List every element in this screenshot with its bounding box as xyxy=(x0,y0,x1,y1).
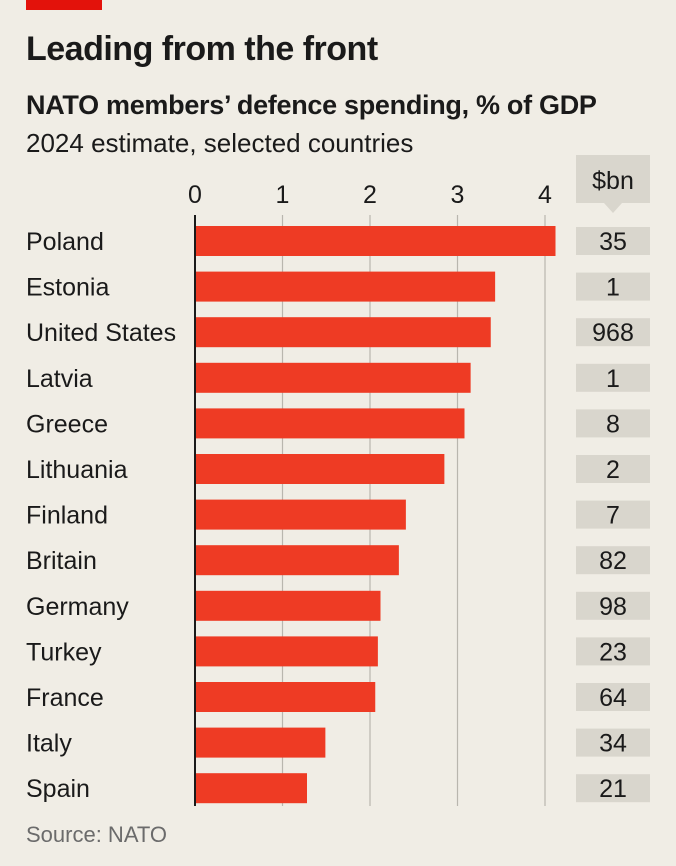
bar xyxy=(195,454,445,484)
value-label: 98 xyxy=(599,593,627,621)
x-tick-label: 3 xyxy=(451,181,465,209)
value-box xyxy=(576,272,650,301)
category-label: Italy xyxy=(26,730,72,758)
value-box xyxy=(576,363,650,392)
value-box xyxy=(576,637,650,666)
value-box xyxy=(576,728,650,757)
bar xyxy=(195,499,406,530)
chart-title: Leading from the front xyxy=(26,30,378,68)
bar xyxy=(195,317,491,348)
category-label: Turkey xyxy=(26,638,102,666)
category-label: Estonia xyxy=(26,274,109,302)
bar xyxy=(195,226,556,256)
category-label: Latvia xyxy=(26,365,93,393)
category-label: United States xyxy=(26,319,176,347)
bar xyxy=(195,590,381,621)
x-tick-label: 2 xyxy=(363,181,377,209)
category-label: France xyxy=(26,684,104,712)
value-box xyxy=(576,546,650,575)
chart-note: 2024 estimate, selected countries xyxy=(26,128,414,158)
value-box xyxy=(576,455,650,483)
value-label: 21 xyxy=(599,775,627,803)
bar xyxy=(195,727,326,758)
value-box xyxy=(576,774,650,803)
category-label: Germany xyxy=(26,593,129,621)
bar xyxy=(195,636,378,667)
category-label: Finland xyxy=(26,502,108,530)
x-tick-label: 0 xyxy=(188,181,202,209)
value-label: 64 xyxy=(599,684,627,712)
bar xyxy=(195,682,376,712)
value-box xyxy=(576,591,650,620)
unit-header-box xyxy=(576,155,650,203)
category-label: Spain xyxy=(26,775,90,803)
category-label: Poland xyxy=(26,228,104,256)
bar xyxy=(195,271,496,302)
category-label: Greece xyxy=(26,410,108,438)
value-label: 34 xyxy=(599,730,627,758)
category-label: Britain xyxy=(26,547,97,575)
category-label: Lithuania xyxy=(26,456,128,484)
x-tick-label: 1 xyxy=(276,181,290,209)
accent-bar xyxy=(26,0,102,10)
bar xyxy=(195,408,465,439)
value-label: 1 xyxy=(606,365,620,393)
bar xyxy=(195,773,307,804)
value-label: 8 xyxy=(606,410,620,438)
value-box xyxy=(576,318,650,347)
value-label: 23 xyxy=(599,638,627,666)
source-note: Source: NATO xyxy=(26,822,168,847)
value-box xyxy=(576,409,650,438)
chart-subtitle: NATO members’ defence spending, % of GDP xyxy=(26,90,597,120)
value-label: 1 xyxy=(606,274,620,302)
unit-header-pointer xyxy=(604,203,622,213)
value-box xyxy=(576,227,650,255)
value-label: 35 xyxy=(599,228,627,256)
bar xyxy=(195,545,399,576)
value-label: 82 xyxy=(599,547,627,575)
unit-label: $bn xyxy=(592,167,634,195)
bar xyxy=(195,362,471,393)
value-label: 968 xyxy=(592,319,634,347)
value-box xyxy=(576,500,650,529)
value-label: 7 xyxy=(606,502,620,530)
value-box xyxy=(576,683,650,711)
x-tick-label: 4 xyxy=(538,181,552,209)
value-label: 2 xyxy=(606,456,620,484)
